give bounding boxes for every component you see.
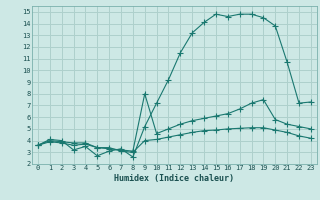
X-axis label: Humidex (Indice chaleur): Humidex (Indice chaleur) <box>115 174 234 183</box>
